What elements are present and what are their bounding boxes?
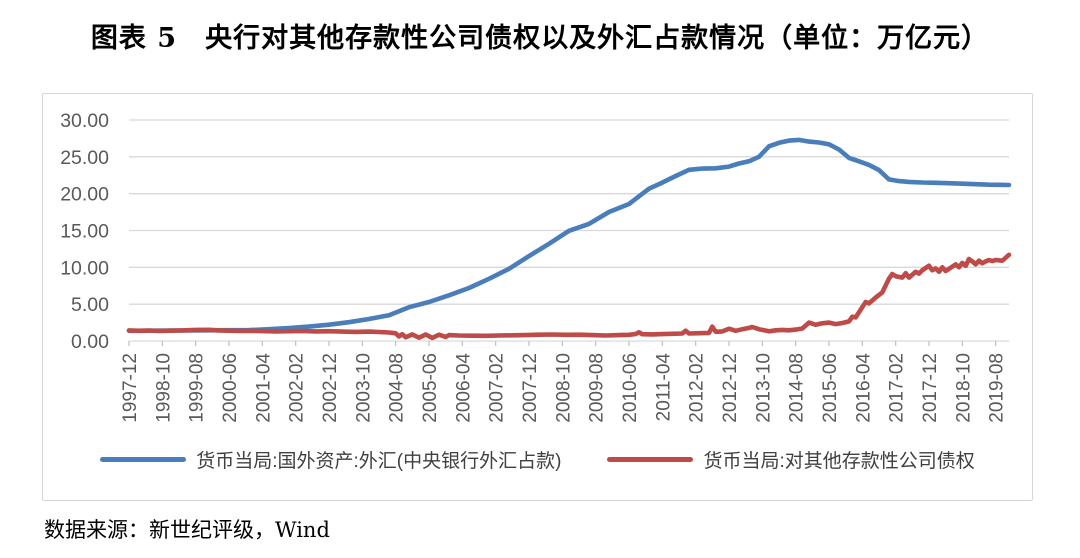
svg-text:2016-04: 2016-04 — [853, 353, 874, 423]
legend-swatch-red — [607, 457, 694, 462]
svg-text:2013-10: 2013-10 — [753, 353, 774, 423]
svg-text:20.00: 20.00 — [60, 184, 109, 206]
svg-text:2006-04: 2006-04 — [453, 353, 474, 423]
series-lines — [126, 137, 1012, 341]
svg-text:10.00: 10.00 — [60, 257, 109, 279]
svg-text:2018-10: 2018-10 — [953, 353, 974, 423]
svg-text:25.00: 25.00 — [60, 147, 109, 169]
svg-text:2001-04: 2001-04 — [253, 353, 274, 423]
y-axis-labels: 0.00 5.00 10.00 15.00 20.00 25.00 30.00 — [60, 110, 109, 353]
gridlines — [129, 119, 1009, 342]
svg-text:1997-12: 1997-12 — [120, 353, 141, 423]
svg-text:2005-06: 2005-06 — [420, 353, 441, 423]
svg-text:2007-12: 2007-12 — [520, 353, 541, 423]
svg-text:2017-12: 2017-12 — [920, 353, 941, 423]
svg-text:5.00: 5.00 — [71, 294, 109, 316]
svg-text:1999-08: 1999-08 — [187, 353, 208, 423]
svg-text:2003-10: 2003-10 — [353, 353, 374, 423]
svg-text:2017-02: 2017-02 — [887, 353, 908, 423]
line-chart: 0.00 5.00 10.00 15.00 20.00 25.00 30.00 1997-12… — [60, 110, 1012, 423]
legend-label-fx: 货币当局:国外资产:外汇(中央银行外汇占款) — [196, 451, 562, 472]
svg-text:2019-08: 2019-08 — [987, 353, 1008, 423]
svg-text:2011-04: 2011-04 — [653, 353, 674, 422]
data-source-note: 数据来源：新世纪评级，Wind — [44, 518, 330, 542]
legend-item-fx: 货币当局:国外资产:外汇(中央银行外汇占款) — [100, 446, 561, 473]
svg-text:30.00: 30.00 — [60, 110, 109, 132]
svg-text:2007-02: 2007-02 — [487, 353, 508, 423]
legend-swatch-blue — [100, 457, 187, 462]
svg-text:2008-10: 2008-10 — [553, 353, 574, 423]
legend-item-claims: 货币当局:对其他存款性公司债权 — [607, 446, 975, 473]
chart-title: 图表 5 央行对其他存款性公司债权以及外汇占款情况（单位：万亿元） — [90, 23, 990, 54]
svg-text:2002-12: 2002-12 — [320, 353, 341, 423]
svg-text:1998-10: 1998-10 — [153, 353, 174, 423]
svg-text:2009-08: 2009-08 — [587, 353, 608, 423]
chart-panel: 0.00 5.00 10.00 15.00 20.00 25.00 30.00 1997-12… — [42, 93, 1033, 501]
svg-text:2012-02: 2012-02 — [687, 353, 708, 423]
series-line-1 — [126, 252, 1012, 341]
svg-text:2015-06: 2015-06 — [820, 353, 841, 423]
x-axis-labels: 1997-12 1998-10 1999-08 2000-06 2001-04 2002-… — [120, 353, 1008, 423]
svg-text:2012-12: 2012-12 — [720, 353, 741, 423]
svg-text:15.00: 15.00 — [60, 221, 109, 243]
svg-text:2000-06: 2000-06 — [220, 353, 241, 423]
svg-text:2002-02: 2002-02 — [287, 353, 308, 423]
svg-text:2014-08: 2014-08 — [787, 353, 808, 423]
svg-text:2004-08: 2004-08 — [387, 353, 408, 423]
chart-legend: 货币当局:国外资产:外汇(中央银行外汇占款) 货币当局:对其他存款性公司债权 — [43, 446, 1032, 473]
svg-text:0.00: 0.00 — [71, 331, 109, 353]
x-axis-ticks — [128, 341, 997, 346]
series-line-0 — [126, 137, 1012, 334]
svg-text:2010-06: 2010-06 — [620, 353, 641, 423]
legend-label-claims: 货币当局:对其他存款性公司债权 — [703, 451, 975, 472]
